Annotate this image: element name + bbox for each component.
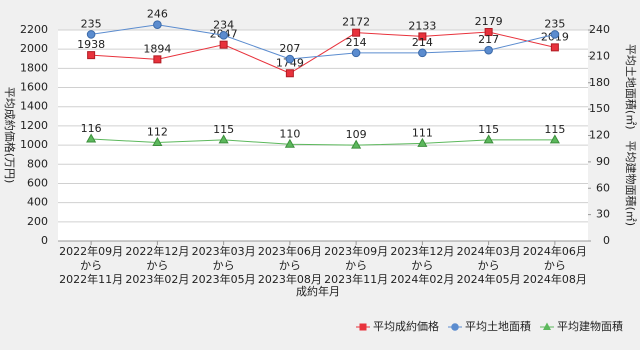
x-tick-label: 2024年03月から 2024年05月 [457, 244, 521, 286]
point [218, 134, 229, 144]
y2-tick-label: 0 [603, 234, 610, 247]
value-label: 2179 [475, 15, 503, 28]
x-tick-label: 2022年12月から 2023年02月 [125, 244, 189, 286]
y-tick-label: 1000 [20, 138, 48, 151]
value-label: 115 [544, 123, 565, 136]
point [351, 48, 361, 58]
x-tick-label: 2023年03月から 2023年05月 [192, 244, 256, 286]
y-tick-label: 1400 [20, 100, 48, 113]
y-tick-label: 2000 [20, 42, 48, 55]
y-tick-label: 400 [27, 196, 48, 209]
value-label: 1894 [143, 42, 171, 55]
plot-area [58, 30, 588, 241]
y2-tick-label: 30 [596, 208, 610, 221]
y-axis-label: 平均成約価格(万円) [3, 87, 17, 184]
value-label: 246 [147, 8, 168, 21]
value-label: 235 [544, 17, 565, 30]
y-tick-label: 0 [41, 234, 48, 247]
point [549, 134, 560, 144]
point [483, 134, 494, 144]
y-tick-label: 800 [27, 157, 48, 170]
point [417, 137, 428, 147]
point [352, 28, 361, 37]
legend-marker [359, 323, 367, 331]
y2-tick-label: 210 [589, 49, 610, 62]
value-label: 111 [412, 126, 433, 139]
y2-tick-label: 90 [596, 155, 610, 168]
point [86, 30, 96, 39]
y-tick-label: 1600 [20, 81, 48, 94]
value-label: 214 [412, 36, 433, 49]
value-label: 2133 [408, 19, 436, 32]
x-axis-label: 成約年月 [296, 284, 340, 298]
value-label: 115 [478, 123, 499, 136]
point [550, 43, 559, 52]
point [87, 51, 96, 60]
value-label: 217 [478, 33, 499, 46]
point [550, 30, 560, 39]
value-label: 109 [346, 128, 367, 141]
y-tick-label: 1800 [20, 61, 48, 74]
series-line [91, 138, 555, 146]
legend-label: 平均土地面積 [465, 319, 531, 333]
point [351, 139, 362, 149]
y2-tick-label: 150 [589, 102, 610, 115]
point [285, 54, 295, 64]
point [86, 133, 97, 143]
value-label: 116 [81, 122, 102, 135]
point [284, 138, 295, 148]
point [418, 32, 427, 41]
point [484, 28, 493, 37]
value-label: 115 [213, 123, 234, 136]
point [484, 45, 493, 55]
point [152, 137, 163, 147]
y-tick-label: 600 [27, 176, 48, 189]
value-label: 2172 [342, 16, 370, 29]
point [153, 55, 162, 64]
legend-label: 平均建物面積 [557, 319, 623, 333]
y-tick-label: 200 [27, 215, 48, 228]
point [219, 40, 228, 49]
value-label: 214 [346, 36, 367, 49]
value-label: 112 [147, 126, 168, 139]
value-label: 235 [81, 17, 102, 30]
y2-tick-label: 180 [589, 76, 610, 89]
x-tick-label: 2022年09月から 2022年11月 [59, 244, 123, 286]
point [153, 20, 162, 30]
y-tick-label: 2200 [20, 23, 48, 36]
x-tick-label: 2023年12月から 2024年02月 [390, 244, 454, 286]
legend-label: 平均成約価格 [373, 319, 439, 333]
value-label: 234 [213, 18, 234, 31]
y2-axis-label: 平均土地面積(㎡) 平均建物面積(㎡) [624, 44, 638, 226]
point [285, 69, 294, 78]
y-tick-label: 1200 [20, 119, 48, 132]
series-line [91, 31, 555, 74]
value-label: 1938 [77, 38, 105, 51]
legend-marker [451, 323, 459, 331]
point [418, 48, 427, 58]
value-label: 207 [279, 42, 300, 55]
x-tick-label: 2023年06月から 2023年08月 [258, 244, 322, 286]
legend-marker [543, 322, 551, 330]
value-label: 110 [279, 127, 300, 140]
point [219, 30, 228, 40]
x-tick-label: 2024年06月から 2024年08月 [523, 244, 587, 286]
y2-tick-label: 120 [589, 129, 610, 142]
x-tick-label: 2023年09月から 2023年11月 [324, 244, 388, 286]
y2-tick-label: 240 [589, 23, 610, 36]
series-line [91, 24, 555, 60]
y2-tick-label: 60 [596, 181, 610, 194]
